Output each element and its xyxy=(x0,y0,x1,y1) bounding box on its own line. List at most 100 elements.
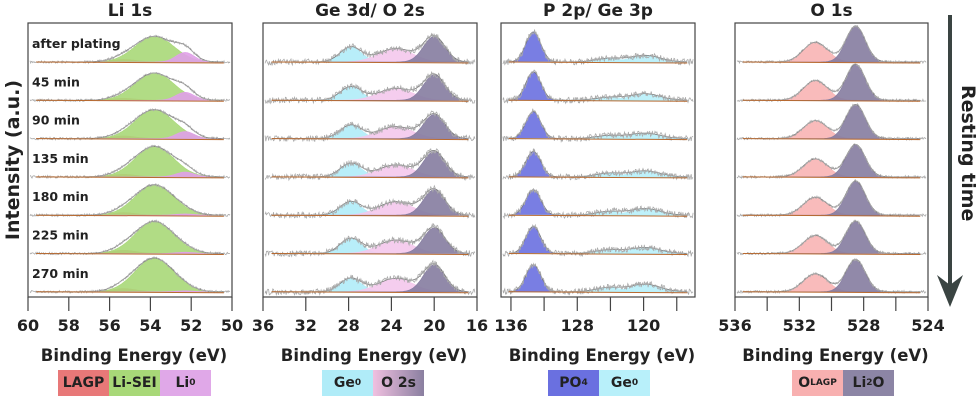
x-tick-label: 524 xyxy=(911,316,944,335)
x-tick-label: 128 xyxy=(561,316,594,335)
legend-1: LAGP Li-SEI Li 0 xyxy=(58,370,211,396)
raw-spectrum xyxy=(502,262,694,296)
background-line xyxy=(508,214,688,217)
row-label: 225 min xyxy=(32,228,89,243)
x-tick-label: 56 xyxy=(98,316,120,335)
raw-spectrum xyxy=(29,256,231,294)
spectrum-row xyxy=(264,148,476,182)
panel-1: Li 1s after plating 45 min 90 min 135 min 180… xyxy=(17,1,243,365)
x-tick-label: 20 xyxy=(423,316,445,335)
spectrum-row: 180 min xyxy=(29,183,231,218)
raw-spectrum xyxy=(736,179,927,218)
legend-item: Li-SEI xyxy=(109,370,160,396)
background-line xyxy=(36,176,224,179)
spectrum-row: 90 min xyxy=(29,108,231,141)
panel-3: P 2p/ Ge 3p 136 128 120 Binding Energy (eV) xyxy=(494,1,696,365)
x-axis-label: Binding Energy (eV) xyxy=(509,346,695,365)
background-line xyxy=(508,99,688,102)
raw-spectrum xyxy=(264,148,476,182)
raw-spectrum xyxy=(502,29,694,67)
x-axis-label: Binding Energy (eV) xyxy=(742,346,928,365)
panel-title: Ge 3d/ O 2s xyxy=(315,1,425,21)
raw-spectrum xyxy=(264,110,476,143)
spectrum-row xyxy=(736,219,927,256)
spectrum-row xyxy=(264,70,476,105)
row-label: 90 min xyxy=(32,113,80,128)
background-line xyxy=(508,61,688,64)
spectrum-row: 45 min xyxy=(29,71,230,103)
background-line xyxy=(742,99,921,102)
spectrum-row xyxy=(264,32,476,67)
legend-item: O 2s xyxy=(373,370,424,396)
plot-frame xyxy=(27,22,233,298)
background-line xyxy=(271,253,469,255)
y-axis-label: Intensity (a.u.) xyxy=(2,80,24,240)
x-tick-label: 32 xyxy=(295,316,317,335)
legend-2: Ge 0 O 2s xyxy=(322,370,424,396)
raw-spectrum xyxy=(264,222,476,258)
legend-item: Li 2 O xyxy=(843,370,894,396)
x-tick-label: 54 xyxy=(139,316,161,335)
raw-spectrum xyxy=(736,63,927,103)
spectrum-row xyxy=(736,143,927,180)
background-line xyxy=(36,138,224,141)
x-tick-label: 50 xyxy=(221,316,243,335)
raw-spectrum xyxy=(29,108,231,141)
raw-spectrum xyxy=(502,223,694,258)
background-line xyxy=(508,138,688,141)
x-tick-label: 52 xyxy=(180,316,202,335)
background-line xyxy=(36,61,224,64)
legend-3: PO 4 Ge 0 xyxy=(548,370,650,396)
spectrum-row xyxy=(502,148,694,181)
panel-4: O 1s 536 532 528 524 Binding Energy (eV) xyxy=(718,1,944,365)
spectrum-row xyxy=(502,29,694,67)
spectrum-row: 270 min xyxy=(29,256,231,294)
spectrum-row xyxy=(736,257,927,295)
background-line xyxy=(742,176,921,179)
background-line xyxy=(508,176,688,179)
background-line xyxy=(508,253,688,255)
x-tick-label: 36 xyxy=(252,316,274,335)
raw-spectrum xyxy=(502,188,694,220)
legend-item: PO 4 xyxy=(548,370,599,396)
background-line xyxy=(508,291,688,294)
background-line xyxy=(271,99,469,102)
legend-item: Ge 0 xyxy=(599,370,650,396)
legend-4: O LAGP Li 2 O xyxy=(792,370,894,396)
background-line xyxy=(742,291,921,294)
spectrum-row xyxy=(502,223,694,258)
background-line xyxy=(742,253,921,255)
peak-po4 xyxy=(508,111,688,139)
row-label: 45 min xyxy=(32,74,80,89)
spectrum-row: 135 min xyxy=(29,144,230,180)
x-axis-label: Binding Energy (eV) xyxy=(41,346,227,365)
spectrum-row xyxy=(502,262,694,296)
background-line xyxy=(742,61,921,64)
spectrum-row xyxy=(264,184,476,220)
arrow-label: Resting time xyxy=(957,85,979,221)
plot-frame xyxy=(500,22,696,298)
background-line xyxy=(271,176,469,179)
spectrum-row xyxy=(736,63,927,103)
legend-item: LAGP xyxy=(58,370,109,396)
x-tick-label: 60 xyxy=(17,316,39,335)
panel-2: Ge 3d/ O 2s 36 32 28 24 20 16 Binding Energy (e… xyxy=(252,1,488,365)
spectrum-row xyxy=(502,108,694,143)
x-tick-label: 28 xyxy=(337,316,359,335)
spectrum-row xyxy=(736,103,927,142)
plot-frame xyxy=(734,22,929,298)
spectrum-row xyxy=(736,24,927,65)
spectrum-row xyxy=(264,259,476,297)
resting-time-arrow xyxy=(937,15,963,307)
raw-spectrum xyxy=(502,69,694,105)
x-tick-label: 120 xyxy=(627,316,660,335)
x-axis-label: Binding Energy (eV) xyxy=(281,346,467,365)
x-tick-label: 136 xyxy=(494,316,527,335)
legend-item: Ge 0 xyxy=(322,370,373,396)
background-line xyxy=(742,138,921,141)
row-label: 180 min xyxy=(32,189,89,204)
background-line xyxy=(742,214,921,217)
panel-title: O 1s xyxy=(810,1,852,21)
x-tick-label: 24 xyxy=(380,316,402,335)
